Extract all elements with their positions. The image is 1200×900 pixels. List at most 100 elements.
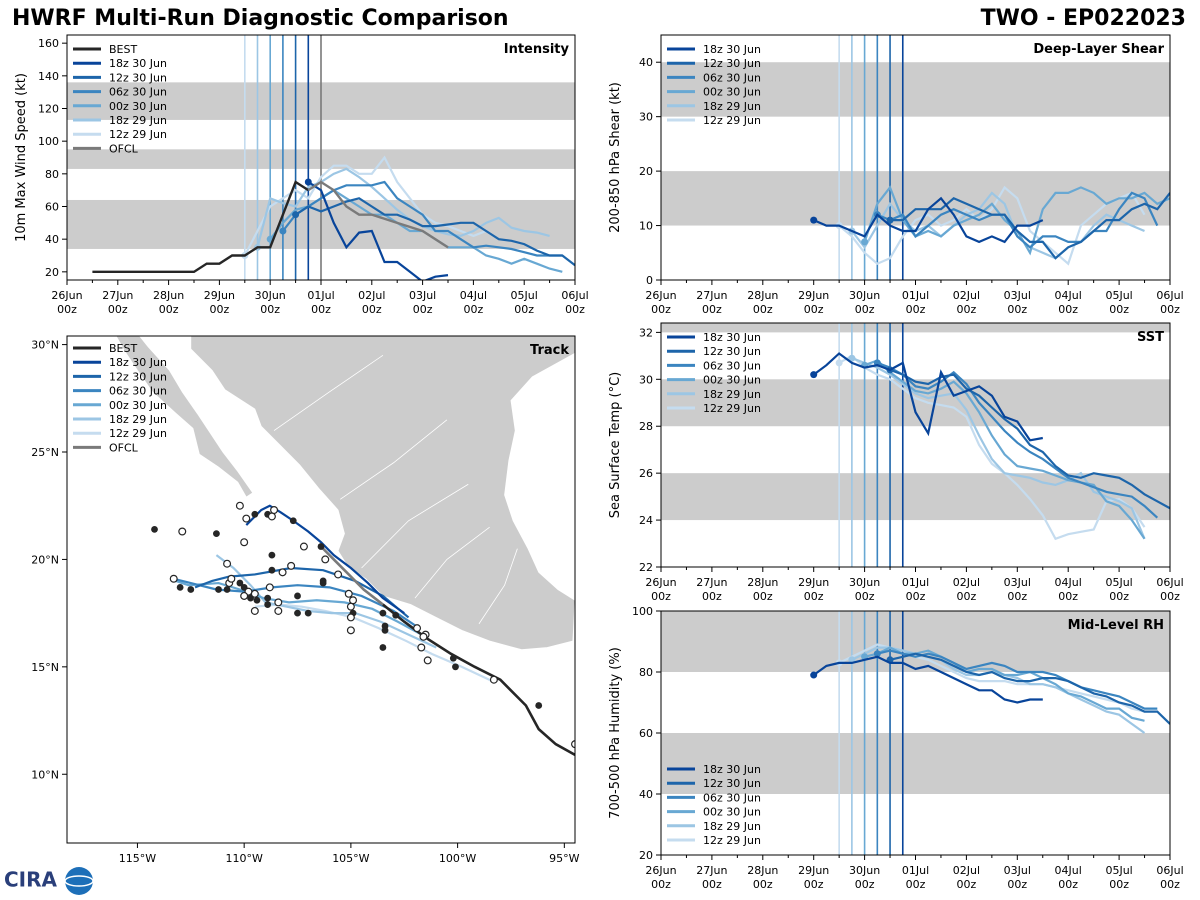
intensity-legend-label: 12z 30 Jun xyxy=(109,71,167,84)
intensity-legend-label: OFCL xyxy=(109,142,139,155)
shear-ytick-label: 30 xyxy=(639,111,653,124)
track-marker-filled xyxy=(449,654,457,662)
track-legend-label: 00z 30 Jun xyxy=(109,399,167,412)
track-marker-filled xyxy=(236,579,244,587)
intensity-xtick-sublabel: 00z xyxy=(260,303,280,316)
rh-xtick-sublabel: 00z xyxy=(1160,878,1180,891)
shear-xtick-sublabel: 00z xyxy=(1007,303,1027,316)
track-legend-label: 06z 30 Jun xyxy=(109,385,167,398)
intensity-xtick-sublabel: 00z xyxy=(464,303,484,316)
intensity-xtick-sublabel: 00z xyxy=(210,303,230,316)
rh-xtick-label: 26Jun xyxy=(645,864,676,877)
rh-xtick-label: 01Jul xyxy=(902,864,929,877)
shear-series-0 xyxy=(813,196,1044,244)
track-series-2 xyxy=(173,577,420,630)
track-marker-open xyxy=(235,501,244,510)
intensity-xtick-label: 29Jun xyxy=(204,289,235,302)
shear-series-start-0 xyxy=(810,216,818,224)
storm-id: TWO - EP022023 xyxy=(980,6,1186,31)
shear-xtick-label: 26Jun xyxy=(645,289,676,302)
intensity-legend-label: 12z 29 Jun xyxy=(109,128,167,141)
rh-legend-label: 18z 30 Jun xyxy=(703,763,761,776)
track-marker-open xyxy=(321,555,330,564)
shear-xtick-sublabel: 00z xyxy=(804,303,824,316)
track-marker-filled xyxy=(253,596,261,604)
track-marker-open xyxy=(346,602,355,611)
rh-series-1 xyxy=(889,652,1170,725)
sst-series-0 xyxy=(813,352,1043,442)
track-series-0 xyxy=(245,504,405,615)
intensity-xtick-label: 26Jun xyxy=(51,289,82,302)
track-legend-label: 12z 29 Jun xyxy=(109,427,167,440)
sst-xtick-label: 01Jul xyxy=(902,576,929,589)
track-marker-filled xyxy=(264,601,272,608)
sst-series-start-5 xyxy=(835,359,843,367)
rh-plot-area xyxy=(661,611,1170,855)
shear-xtick-sublabel: 00z xyxy=(906,303,926,316)
rh-xtick-sublabel: 00z xyxy=(855,878,875,891)
shear-xtick-label: 04Jul xyxy=(1055,289,1082,302)
shear-ytick-label: 10 xyxy=(639,220,653,233)
shear-series-5 xyxy=(838,185,1146,266)
rh-legend-label: 12z 30 Jun xyxy=(703,777,761,790)
sst-ytick-label: 28 xyxy=(639,420,653,433)
sst-title: SST xyxy=(1137,330,1164,345)
track-marker-open xyxy=(240,538,249,547)
track-marker-open xyxy=(274,606,283,615)
intensity-series-start-2 xyxy=(279,227,287,235)
shear-ytick-label: 40 xyxy=(639,56,653,69)
track-marker-filled xyxy=(379,644,387,651)
track-marker-open xyxy=(287,561,296,570)
track-marker-open xyxy=(419,632,428,641)
track-marker-filled xyxy=(151,525,158,533)
intensity-best-track xyxy=(92,180,309,274)
rh-band-0 xyxy=(661,733,1170,794)
panel-intensity: 2040608010012014016026Jun00z27Jun00z28Ju… xyxy=(14,34,589,316)
sst-xtick-label: 03Jul xyxy=(1004,576,1031,589)
shear-xtick-sublabel: 00z xyxy=(1109,303,1129,316)
shear-band-1 xyxy=(661,62,1170,117)
track-marker-filled xyxy=(392,611,400,619)
intensity-legend-label: 18z 30 Jun xyxy=(109,57,167,70)
sst-xtick-sublabel: 00z xyxy=(1160,590,1180,603)
sst-xtick-sublabel: 00z xyxy=(1109,590,1129,603)
shear-xtick-label: 27Jun xyxy=(696,289,727,302)
track-legend-label: BEST xyxy=(109,342,137,355)
shear-xtick-label: 03Jul xyxy=(1004,289,1031,302)
track-marker-filled xyxy=(304,609,312,617)
intensity-series-5 xyxy=(243,155,500,257)
rh-xtick-label: 29Jun xyxy=(798,864,829,877)
shear-xtick-label: 28Jun xyxy=(747,289,778,302)
intensity-legend-label: 06z 30 Jun xyxy=(109,86,167,99)
sst-series-1 xyxy=(889,368,1170,510)
sst-xtick-label: 02Jul xyxy=(953,576,980,589)
intensity-ofcl-track xyxy=(307,180,449,249)
track-marker-open xyxy=(344,589,353,598)
intensity-series-2 xyxy=(282,180,563,257)
track-marker-open xyxy=(334,570,343,579)
state-border-4 xyxy=(478,548,518,625)
track-title: Track xyxy=(530,343,569,358)
intensity-plot-area xyxy=(67,35,575,280)
rh-xtick-sublabel: 00z xyxy=(906,878,926,891)
shear-legend-label: 12z 29 Jun xyxy=(703,114,761,127)
page-title: HWRF Multi-Run Diagnostic Comparison xyxy=(12,6,509,31)
sst-xtick-sublabel: 00z xyxy=(1007,590,1027,603)
rh-xtick-sublabel: 00z xyxy=(1109,878,1129,891)
intensity-series-start-1 xyxy=(292,211,300,219)
sst-xtick-sublabel: 00z xyxy=(804,590,824,603)
rh-ylabel: 700-500 hPa Humidity (%) xyxy=(608,647,623,819)
track-marker-filled xyxy=(535,702,543,709)
rh-legend-label: 12z 29 Jun xyxy=(703,834,761,847)
rh-legend-label: 18z 29 Jun xyxy=(703,820,761,833)
state-border-0 xyxy=(273,355,384,431)
sst-xtick-label: 05Jul xyxy=(1105,576,1132,589)
intensity-legend-label: 18z 29 Jun xyxy=(109,114,167,127)
track-ytick-label: 25°N xyxy=(31,446,59,459)
shear-xtick-sublabel: 00z xyxy=(1058,303,1078,316)
rh-xtick-sublabel: 00z xyxy=(753,878,773,891)
track-xtick-label: 95°W xyxy=(549,852,579,865)
rh-xtick-sublabel: 00z xyxy=(957,878,977,891)
intensity-xtick-sublabel: 00z xyxy=(565,303,585,316)
